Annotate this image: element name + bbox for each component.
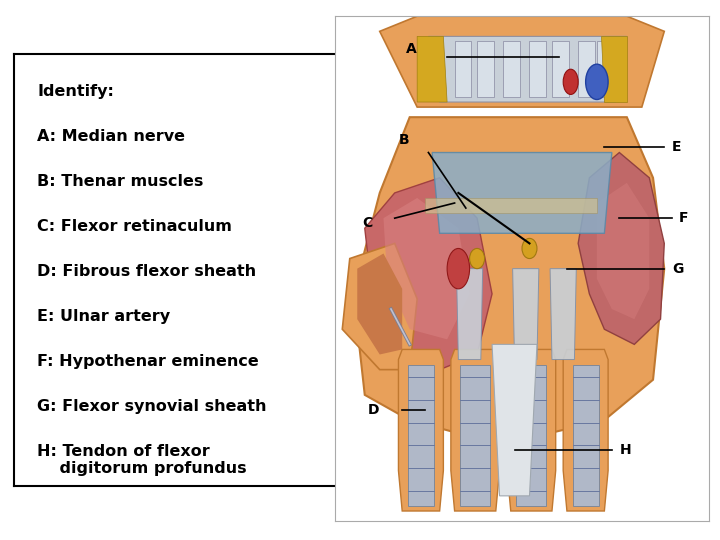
- Polygon shape: [342, 244, 417, 369]
- Polygon shape: [597, 42, 613, 97]
- Polygon shape: [379, 16, 665, 107]
- Polygon shape: [597, 183, 649, 319]
- Polygon shape: [454, 42, 472, 97]
- Polygon shape: [578, 152, 665, 345]
- Polygon shape: [428, 36, 627, 102]
- Text: D: D: [368, 403, 379, 417]
- Text: F: Hypothenar eminence: F: Hypothenar eminence: [37, 354, 259, 369]
- Polygon shape: [456, 268, 482, 360]
- Text: D: Fibrous flexor sheath: D: Fibrous flexor sheath: [37, 264, 256, 279]
- Polygon shape: [354, 117, 665, 435]
- Text: G: G: [672, 262, 683, 275]
- Text: B: B: [399, 133, 410, 147]
- Polygon shape: [529, 42, 546, 97]
- Text: B: Thenar muscles: B: Thenar muscles: [37, 174, 204, 189]
- Text: F: F: [679, 211, 689, 225]
- Polygon shape: [578, 42, 595, 97]
- Polygon shape: [507, 349, 556, 511]
- Polygon shape: [417, 36, 447, 102]
- Polygon shape: [513, 268, 539, 360]
- Polygon shape: [563, 349, 608, 511]
- Text: A: Median nerve: A: Median nerve: [37, 129, 185, 144]
- Polygon shape: [357, 253, 402, 354]
- Ellipse shape: [563, 69, 578, 94]
- Text: E: Ulnar artery: E: Ulnar artery: [37, 309, 171, 324]
- Polygon shape: [365, 178, 492, 369]
- Text: H: Tendon of flexor
    digitorum profundus: H: Tendon of flexor digitorum profundus: [37, 444, 247, 476]
- Text: C: C: [362, 216, 372, 230]
- Polygon shape: [503, 42, 520, 97]
- Polygon shape: [425, 198, 597, 213]
- Polygon shape: [477, 42, 494, 97]
- Text: G: Flexor synovial sheath: G: Flexor synovial sheath: [37, 399, 267, 414]
- Polygon shape: [552, 42, 569, 97]
- Ellipse shape: [447, 248, 469, 289]
- Polygon shape: [600, 36, 627, 102]
- Polygon shape: [460, 364, 490, 506]
- Polygon shape: [451, 349, 500, 511]
- Ellipse shape: [585, 64, 608, 99]
- Polygon shape: [572, 364, 599, 506]
- Ellipse shape: [469, 248, 485, 268]
- Polygon shape: [432, 152, 612, 233]
- Ellipse shape: [522, 238, 537, 259]
- Polygon shape: [492, 345, 537, 496]
- Polygon shape: [516, 364, 546, 506]
- Text: H: H: [619, 443, 631, 457]
- Text: C: Flexor retinaculum: C: Flexor retinaculum: [37, 219, 233, 234]
- Text: A: A: [406, 42, 417, 56]
- Polygon shape: [550, 268, 576, 360]
- Polygon shape: [398, 349, 444, 511]
- Text: E: E: [672, 140, 681, 154]
- Polygon shape: [408, 364, 434, 506]
- Text: Identify:: Identify:: [37, 84, 114, 99]
- Polygon shape: [384, 198, 469, 339]
